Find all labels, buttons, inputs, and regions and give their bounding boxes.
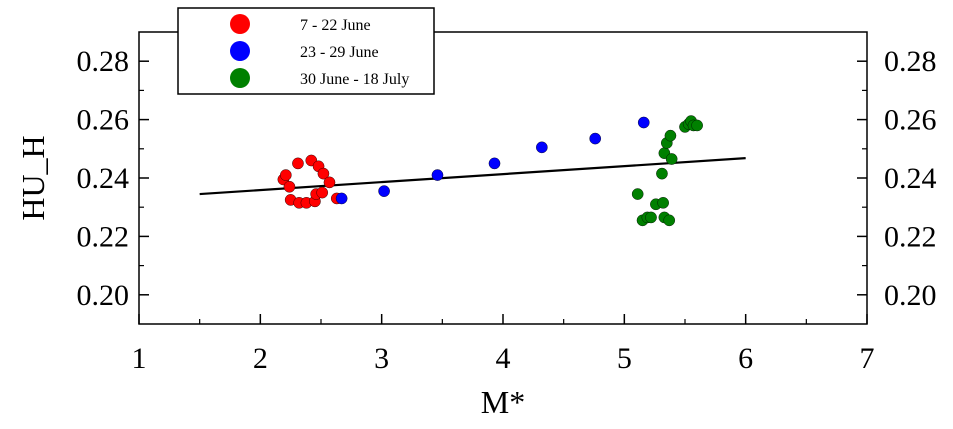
y-tick-label-right: 0.24 (884, 162, 937, 195)
minor-ticks (139, 89, 867, 324)
data-point (637, 116, 650, 129)
series-1 (277, 154, 343, 209)
legend-marker (230, 68, 250, 88)
y-axis-title: HU_H (15, 135, 51, 220)
series-2 (335, 116, 650, 205)
data-point (292, 157, 304, 170)
data-point (431, 169, 444, 181)
legend-label: 7 - 22 June (300, 17, 371, 34)
data-point (378, 185, 390, 197)
y-tick-label-left: 0.26 (77, 104, 130, 137)
data-point (631, 188, 644, 200)
legend-marker (230, 14, 250, 34)
x-tick-label: 3 (374, 342, 389, 375)
x-tick-label: 5 (617, 342, 632, 375)
data-point (316, 186, 329, 199)
x-axis: 1 2 3 4 5 6 7 (132, 314, 875, 375)
y-tick-label-right: 0.20 (884, 279, 937, 312)
x-tick-label: 6 (738, 342, 753, 375)
y-tick-label-left: 0.20 (77, 279, 130, 312)
y-tick-label-right: 0.28 (884, 45, 937, 78)
legend-marker (230, 41, 250, 61)
y-tick-label-left: 0.28 (77, 45, 130, 78)
data-point (280, 169, 292, 181)
legend-box (177, 7, 435, 95)
data-point (656, 167, 668, 180)
x-tick-label: 2 (253, 342, 268, 375)
y-axis-right: 0.20 0.22 0.24 0.26 0.28 (857, 45, 937, 312)
legend: 7 - 22 June 23 - 29 June 30 June - 18 July (177, 7, 435, 95)
data-point (335, 192, 348, 205)
y-tick-label-right: 0.22 (884, 220, 937, 253)
data-point (657, 197, 669, 209)
data-point (691, 119, 703, 132)
x-tick-label: 4 (496, 342, 511, 375)
legend-label: 30 June - 18 July (300, 71, 409, 88)
y-tick-label-left: 0.22 (77, 220, 130, 253)
x-axis-title: M* (481, 384, 525, 420)
data-point (536, 141, 548, 154)
data-point (645, 211, 657, 224)
data-point (283, 180, 296, 193)
data-points (277, 115, 703, 227)
data-point (589, 132, 602, 145)
x-tick-label: 1 (132, 342, 147, 375)
data-point (664, 129, 677, 142)
series-3 (631, 115, 703, 227)
data-point (488, 157, 501, 170)
data-point (317, 167, 330, 180)
data-point (663, 214, 676, 227)
x-tick-label: 7 (860, 342, 875, 375)
data-point (323, 176, 336, 189)
legend-label: 23 - 29 June (300, 44, 379, 61)
y-axis-left: 0.20 0.22 0.24 0.26 0.28 (77, 45, 149, 312)
y-tick-label-left: 0.24 (77, 162, 130, 195)
data-point (665, 153, 678, 165)
y-tick-label-right: 0.26 (884, 104, 937, 137)
